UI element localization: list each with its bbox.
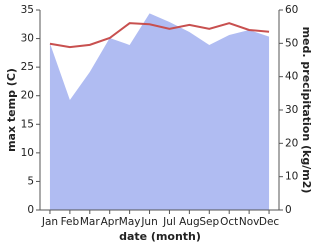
x-tick-label: Oct	[220, 216, 238, 228]
y-tick-label: 35	[21, 4, 34, 16]
y-tick-label: 15	[21, 118, 34, 130]
x-tick-label: Jan	[41, 216, 58, 228]
x-tick-label: Apr	[101, 216, 120, 228]
y2-tick-label: 50	[285, 37, 298, 49]
y2-tick-label: 60	[285, 4, 298, 16]
chart: date (month) max temp (C) med. precipita…	[5, 4, 313, 243]
y2-tick-label: 10	[285, 171, 298, 183]
y2-tick-label: 0	[285, 204, 292, 216]
temperature-line	[49, 22, 270, 49]
y-axis-label: max temp (C)	[5, 68, 18, 152]
y2-tick-label: 40	[285, 71, 298, 83]
x-tick-label: May	[119, 216, 141, 228]
y2-tick-label: 20	[285, 137, 298, 149]
x-tick-label: Jun	[140, 216, 157, 228]
x-tick-label: Sep	[199, 216, 219, 228]
precipitation-area	[49, 13, 270, 211]
x-tick-label: Mar	[80, 216, 100, 228]
y-tick-label: 30	[21, 33, 34, 45]
x-tick-label: Dec	[259, 216, 280, 228]
x-tick-label: Feb	[61, 216, 80, 228]
y2-tick-label: 30	[285, 104, 298, 116]
y2-axis-label: med. precipitation (kg/m2)	[300, 27, 313, 194]
y-tick-label: 0	[27, 204, 34, 216]
y-tick-label: 10	[21, 147, 34, 159]
x-axis-label: date (month)	[119, 230, 201, 243]
y-tick-label: 20	[21, 90, 34, 102]
y-tick-label: 25	[21, 61, 34, 73]
x-tick-label: Nov	[239, 216, 260, 228]
y-tick-label: 5	[27, 175, 34, 187]
x-tick-label: Aug	[179, 216, 200, 228]
x-tick-label: Jul	[162, 216, 176, 228]
